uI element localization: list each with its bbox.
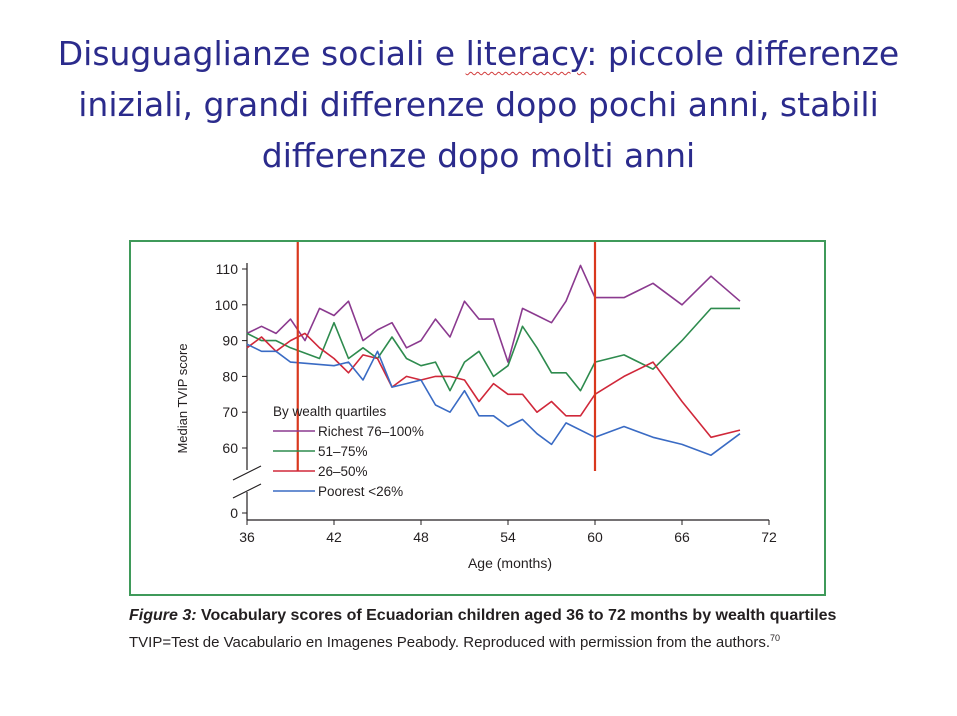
x-tick-label: 66 bbox=[674, 529, 690, 545]
chart-frame: 60 70 80 90 100 110 0 36 42 48 54 60 66 72 Age (months… bbox=[129, 240, 826, 596]
y-tick-label: 70 bbox=[222, 404, 238, 420]
legend-label-richest: Richest 76–100% bbox=[318, 424, 424, 439]
x-tick-label: 54 bbox=[500, 529, 516, 545]
caption-note: TVIP=Test de Vacabulario en Imagenes Pea… bbox=[129, 628, 849, 653]
caption-title-text: Vocabulary scores of Ecuadorian children… bbox=[201, 607, 837, 624]
x-tick-label: 72 bbox=[761, 529, 777, 545]
x-axis-label: Age (months) bbox=[468, 555, 552, 571]
y-tick-label: 100 bbox=[215, 297, 239, 313]
y-axis-label: Median TVIP score bbox=[175, 343, 190, 453]
y-axis-break-mark bbox=[232, 483, 262, 499]
legend-label-q26_50: 26–50% bbox=[318, 464, 368, 479]
y-tick-label: 60 bbox=[222, 440, 238, 456]
legend-label-q51_75: 51–75% bbox=[318, 444, 368, 459]
line-chart: 60 70 80 90 100 110 036 42 48 54 60 66 72 Age (months… bbox=[175, 242, 777, 571]
caption-note-text: TVIP=Test de Vacabulario en Imagenes Pea… bbox=[129, 634, 771, 651]
title-underlined-word: literacy bbox=[465, 34, 587, 73]
y-tick-label: 90 bbox=[222, 333, 238, 349]
x-tick-label: 60 bbox=[587, 529, 603, 545]
series-line-poorest bbox=[246, 343, 741, 456]
legend-title: By wealth quartiles bbox=[273, 404, 387, 419]
slide-title: Disuguaglianze sociali e literacy: picco… bbox=[20, 28, 937, 181]
figure-label: Figure 3: bbox=[129, 607, 197, 624]
series-line-q51_75 bbox=[246, 307, 740, 392]
x-tick-label: 36 bbox=[239, 529, 255, 545]
title-text-start: Disuguaglianze sociali e bbox=[57, 34, 466, 73]
series-line-q26_50 bbox=[246, 332, 741, 439]
x-tick-label: 48 bbox=[413, 529, 429, 545]
legend-label-poorest: Poorest <26% bbox=[318, 484, 403, 499]
title-text-end: : piccole differenze iniziali, grandi di… bbox=[78, 34, 900, 175]
figure-caption: Figure 3: Vocabulary scores of Ecuadoria… bbox=[129, 606, 849, 653]
x-tick-label: 42 bbox=[326, 529, 342, 545]
caption-reference: 70 bbox=[770, 633, 781, 643]
y-tick-label: 0 bbox=[230, 505, 238, 521]
caption-title: Figure 3: Vocabulary scores of Ecuadoria… bbox=[129, 606, 849, 626]
y-axis-break-mark bbox=[232, 465, 262, 481]
series-line-richest bbox=[246, 264, 741, 363]
y-tick-label: 80 bbox=[222, 368, 238, 384]
y-tick-label: 110 bbox=[216, 261, 239, 277]
